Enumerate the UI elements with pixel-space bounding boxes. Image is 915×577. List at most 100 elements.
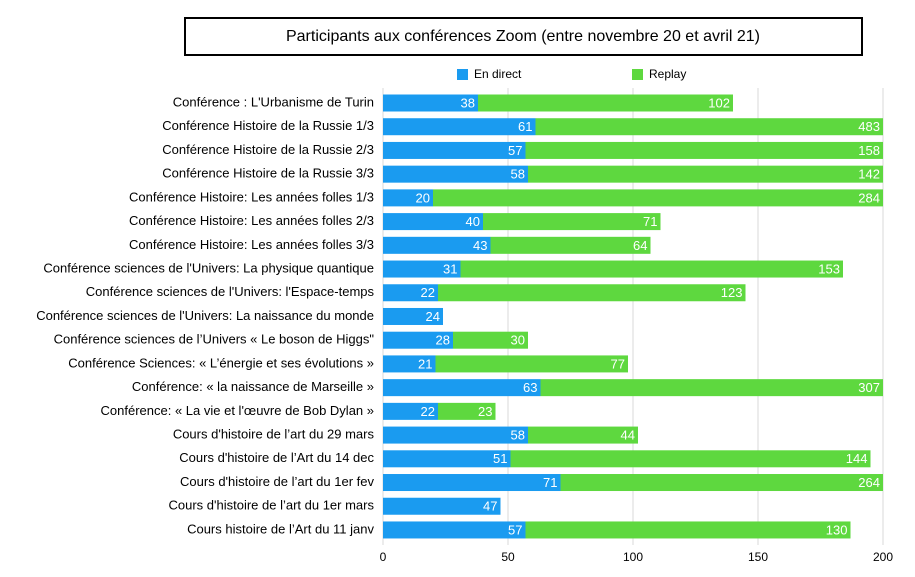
grid bbox=[382, 88, 884, 545]
value-label: 51 bbox=[493, 451, 507, 466]
value-label: 77 bbox=[611, 356, 625, 371]
y-tick-label: Conférence Histoire: Les années folles 3… bbox=[129, 237, 374, 252]
x-tick-label: 200 bbox=[873, 550, 893, 564]
bar-segment bbox=[383, 497, 501, 515]
bar-segment bbox=[383, 379, 541, 397]
bar-segment bbox=[525, 521, 851, 539]
x-tick-label: 50 bbox=[501, 550, 515, 564]
value-label: 38 bbox=[461, 95, 475, 110]
bar-segment bbox=[435, 355, 628, 373]
value-label: 47 bbox=[483, 499, 497, 514]
legend-label: En direct bbox=[474, 67, 522, 81]
x-tick-label: 150 bbox=[748, 550, 768, 564]
y-tick-label: Conférence sciences de l’Univers « Le bo… bbox=[54, 332, 375, 347]
bar-segment bbox=[383, 307, 443, 325]
y-tick-label: Conférence Histoire de la Russie 3/3 bbox=[162, 166, 374, 181]
value-label: 43 bbox=[473, 238, 487, 253]
bar-segment bbox=[383, 355, 436, 373]
value-label: 71 bbox=[543, 475, 557, 490]
value-label: 20 bbox=[416, 190, 430, 205]
value-label: 158 bbox=[858, 143, 880, 158]
y-tick-label: Conférence: « la naissance de Marseille … bbox=[132, 379, 374, 394]
y-tick-label: Cours d'histoire de l’art du 29 mars bbox=[173, 427, 375, 442]
value-label: 44 bbox=[621, 428, 635, 443]
bar-segment bbox=[460, 260, 843, 278]
y-tick-label: Conférence Histoire de la Russie 2/3 bbox=[162, 142, 374, 157]
bar-segment bbox=[478, 94, 733, 112]
bar-segment bbox=[383, 118, 536, 136]
y-tick-label: Conférence Histoire de la Russie 1/3 bbox=[162, 118, 374, 133]
y-tick-label: Conférence: « La vie et l'œuvre de Bob D… bbox=[101, 403, 374, 418]
value-label: 284 bbox=[858, 190, 880, 205]
bar-segment bbox=[433, 189, 883, 207]
value-label: 58 bbox=[511, 428, 525, 443]
bar-segment bbox=[383, 213, 483, 231]
value-label: 123 bbox=[721, 285, 743, 300]
value-label: 23 bbox=[478, 404, 492, 419]
y-tick-label: Cours d'histoire de l’art du 1er fev bbox=[180, 474, 374, 489]
value-label: 130 bbox=[826, 522, 848, 537]
value-label: 57 bbox=[508, 143, 522, 158]
title-box bbox=[184, 17, 863, 56]
legend-swatch bbox=[632, 69, 643, 80]
bar-segment bbox=[560, 474, 883, 492]
bar-segment bbox=[528, 426, 638, 444]
bar-segment bbox=[535, 118, 883, 136]
value-label: 61 bbox=[518, 119, 532, 134]
value-label: 144 bbox=[846, 451, 868, 466]
bar-segment bbox=[528, 165, 883, 183]
bar-segment bbox=[438, 284, 746, 302]
legend-swatch bbox=[457, 69, 468, 80]
value-label: 31 bbox=[443, 261, 457, 276]
value-label: 58 bbox=[511, 167, 525, 182]
bar-segment bbox=[383, 426, 528, 444]
bar-segment bbox=[383, 521, 526, 539]
y-tick-label: Conférence : L'Urbanisme de Turin bbox=[173, 94, 374, 109]
value-label: 102 bbox=[708, 95, 730, 110]
value-label: 307 bbox=[858, 380, 880, 395]
value-label: 24 bbox=[426, 309, 440, 324]
bars bbox=[383, 94, 883, 539]
value-label: 21 bbox=[418, 356, 432, 371]
y-tick-label: Conférence Sciences: « L’énergie et ses … bbox=[68, 355, 374, 370]
bar-segment bbox=[540, 379, 883, 397]
bar-segment bbox=[383, 165, 528, 183]
value-label: 71 bbox=[643, 214, 657, 229]
y-tick-label: Cours d'histoire de l’art du 1er mars bbox=[168, 498, 374, 513]
value-label: 30 bbox=[511, 333, 525, 348]
bar-segment bbox=[383, 284, 438, 302]
y-tick-label: Conférence sciences de l'Univers: La nai… bbox=[36, 308, 374, 323]
value-label: 142 bbox=[858, 167, 880, 182]
labels: 38 102 61 483 57 158 58 142 20 284 40 71 43 64 31 153 22… bbox=[416, 95, 880, 537]
bar-segment bbox=[383, 94, 478, 112]
value-label: 64 bbox=[633, 238, 647, 253]
bar-segment bbox=[438, 402, 496, 420]
y-tick-label: Cours d'histoire de l’Art du 14 dec bbox=[179, 450, 374, 465]
bar-segment bbox=[490, 236, 651, 254]
bar-segment bbox=[383, 260, 461, 278]
y-tick-label: Cours histoire de l’Art du 11 janv bbox=[187, 521, 374, 536]
bar-segment bbox=[383, 402, 438, 420]
bar-segment bbox=[383, 189, 433, 207]
bar-segment bbox=[383, 474, 561, 492]
bar-segment bbox=[453, 331, 528, 349]
value-label: 264 bbox=[858, 475, 880, 490]
y-tick-label: Conférence Histoire: Les années folles 1… bbox=[129, 189, 374, 204]
bar-segment bbox=[383, 236, 491, 254]
legend-label: Replay bbox=[649, 67, 686, 81]
x-tick-label: 0 bbox=[380, 550, 387, 564]
value-label: 57 bbox=[508, 522, 522, 537]
chart-title: Participants aux conférences Zoom (entre… bbox=[286, 28, 760, 45]
value-label: 22 bbox=[421, 404, 435, 419]
bar-segment bbox=[383, 450, 511, 468]
value-label: 483 bbox=[858, 119, 880, 134]
value-label: 28 bbox=[436, 333, 450, 348]
bar-segment bbox=[525, 141, 883, 159]
y-tick-label: Conférence sciences de l'Univers: l'Espa… bbox=[86, 284, 375, 299]
bar-segment bbox=[383, 331, 453, 349]
bar-segment bbox=[483, 213, 661, 231]
value-label: 40 bbox=[466, 214, 480, 229]
value-label: 63 bbox=[523, 380, 537, 395]
value-label: 153 bbox=[818, 261, 840, 276]
